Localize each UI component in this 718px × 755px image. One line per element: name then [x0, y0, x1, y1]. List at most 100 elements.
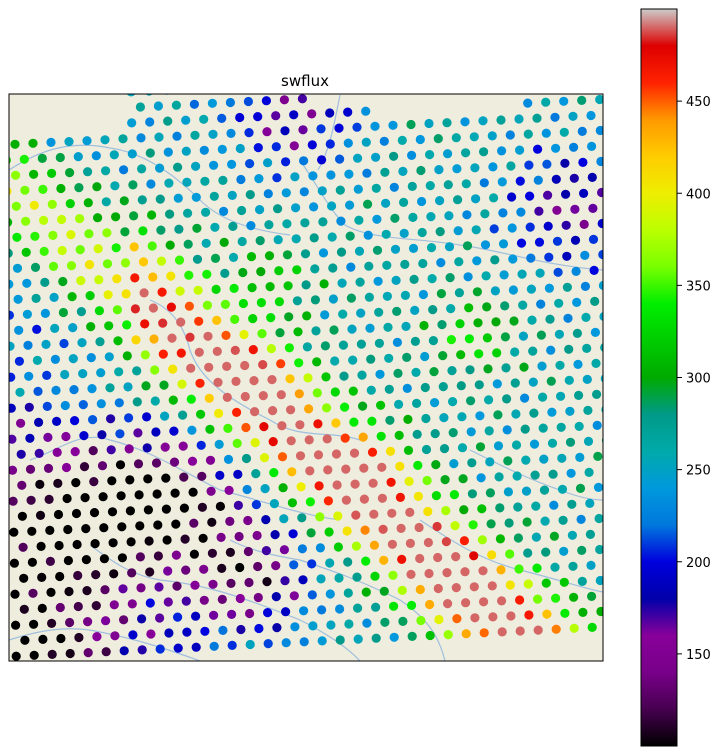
data-point: [303, 373, 313, 383]
data-point: [426, 243, 437, 253]
data-point: [362, 618, 372, 628]
data-point: [345, 200, 355, 210]
data-point: [537, 361, 547, 371]
data-point: [260, 484, 270, 494]
data-point: [551, 593, 561, 603]
data-point: [55, 602, 65, 613]
data-point: [509, 316, 519, 326]
data-point: [463, 272, 473, 282]
data-point: [476, 473, 486, 483]
data-point: [356, 308, 366, 318]
data-point: [518, 300, 528, 310]
data-point: [325, 108, 335, 118]
data-point: [334, 123, 344, 133]
data-point: [216, 532, 226, 543]
river-line: [9, 144, 291, 236]
data-point: [500, 301, 510, 311]
data-point: [550, 562, 560, 572]
data-point: [199, 564, 209, 574]
data-point: [552, 236, 563, 246]
data-point: [119, 165, 129, 175]
data-point: [305, 466, 315, 476]
data-point: [217, 144, 227, 154]
data-point: [250, 438, 260, 448]
data-point: [394, 399, 404, 409]
data-point: [187, 456, 198, 466]
data-point: [556, 391, 566, 401]
data-point: [451, 552, 461, 562]
data-point: [485, 457, 495, 467]
data-point: [238, 267, 248, 278]
data-point: [315, 512, 325, 522]
data-point: [335, 604, 345, 614]
data-point: [276, 359, 286, 369]
data-point: [207, 517, 217, 527]
data-point: [436, 258, 446, 268]
data-point: [290, 172, 300, 182]
data-point: [494, 472, 504, 482]
data-point: [162, 535, 172, 545]
data-point: [567, 530, 578, 540]
data-point: [222, 392, 232, 402]
data-point: [79, 431, 89, 441]
data-point: [191, 192, 201, 202]
data-point: [389, 601, 399, 611]
data-point: [78, 400, 88, 410]
data-point: [556, 422, 566, 432]
data-point: [96, 368, 106, 378]
data-point: [349, 417, 359, 427]
data-point: [415, 584, 425, 595]
data-point: [513, 502, 523, 512]
data-point: [425, 181, 435, 191]
data-point: [112, 274, 122, 284]
data-point: [346, 293, 356, 303]
data-point: [370, 121, 380, 131]
data-point: [9, 187, 12, 196]
data-point: [457, 412, 467, 422]
data-point: [489, 193, 499, 203]
data-point: [334, 573, 344, 583]
data-point: [507, 223, 517, 233]
data-point: [174, 224, 184, 234]
data-point: [577, 545, 587, 556]
data-point: [322, 403, 332, 413]
data-point: [70, 447, 80, 457]
data-point: [441, 506, 451, 516]
data-point: [495, 534, 505, 544]
data-point: [284, 312, 294, 322]
data-point: [188, 487, 198, 497]
data-point: [9, 217, 13, 227]
data-point: [329, 325, 339, 335]
data-points: [9, 94, 603, 661]
data-point: [175, 286, 185, 296]
data-point: [132, 366, 142, 376]
data-point: [135, 521, 145, 531]
data-point: [562, 251, 572, 261]
data-point: [560, 608, 570, 618]
data-point: [209, 191, 219, 201]
data-point: [580, 250, 590, 260]
data-point: [235, 143, 245, 154]
data-point: [47, 168, 57, 178]
data-point: [118, 584, 128, 594]
data-point: [46, 137, 56, 147]
data-point: [307, 140, 317, 150]
data-point: [100, 135, 110, 145]
data-point: [243, 515, 253, 526]
data-point: [427, 274, 437, 284]
data-point: [213, 377, 223, 387]
data-point: [182, 627, 192, 637]
data-point: [261, 515, 271, 525]
data-point: [58, 276, 68, 287]
data-point: [16, 418, 26, 428]
data-point: [298, 125, 308, 135]
data-point: [596, 156, 603, 167]
data-point: [48, 230, 58, 240]
data-point: [81, 524, 91, 534]
data-point: [411, 367, 421, 377]
data-point: [596, 606, 603, 617]
data-point: [378, 524, 388, 534]
data-point: [318, 217, 328, 227]
data-point: [287, 467, 297, 477]
data-point: [125, 506, 135, 516]
